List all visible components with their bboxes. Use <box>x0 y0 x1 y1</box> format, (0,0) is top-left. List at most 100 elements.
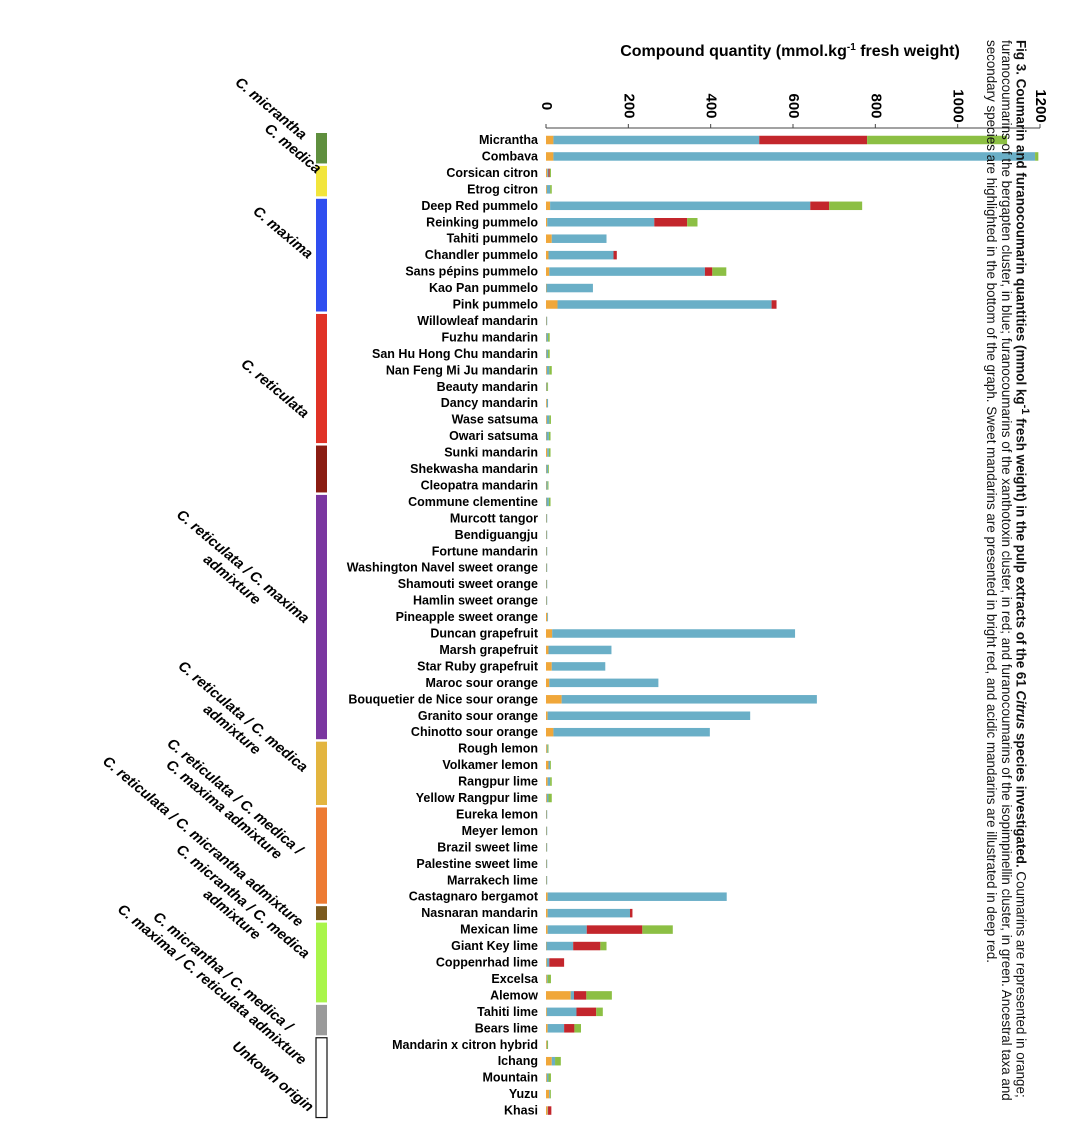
bar-segment <box>546 859 548 869</box>
category-label: Coppenrhad lime <box>436 956 538 970</box>
bar-segment <box>546 1007 577 1017</box>
bar-segment <box>547 1040 549 1049</box>
bar-segment <box>553 152 1036 161</box>
bar-segment <box>553 727 710 737</box>
bar-segment <box>546 234 552 243</box>
bar-segment <box>561 695 817 704</box>
x-axis-title: Compound quantity (mmol.kg-1 fresh weigh… <box>620 42 960 60</box>
group-label: C. maxima <box>250 203 316 262</box>
bar-segment <box>546 1089 550 1099</box>
bar-segment <box>546 464 547 474</box>
bar-segment <box>548 464 549 474</box>
category-label: Murcott tangor <box>450 511 538 525</box>
bar-segment <box>546 168 548 178</box>
category-label: Shekwasha mandarin <box>410 462 538 476</box>
caption-italic: Citrus <box>1013 690 1029 730</box>
category-label: Excelsa <box>491 972 539 986</box>
bar-segment <box>546 185 551 194</box>
bar-segment <box>553 135 760 145</box>
category-label: Volkamer lemon <box>442 758 538 772</box>
caption-title-3: species investigated. <box>1013 729 1029 868</box>
category-label: Alemow <box>490 988 538 1002</box>
category-label: Combava <box>482 149 539 163</box>
group-label-line: C. reticulata <box>238 356 312 422</box>
bar-segment <box>548 168 550 178</box>
category-label: Sunki mandarin <box>444 446 538 460</box>
category-label: Ichang <box>498 1054 538 1068</box>
category-label: Mountain <box>482 1071 538 1085</box>
bar-segment <box>546 283 593 293</box>
x-tick-label: 1000 <box>950 89 967 122</box>
bar-segment <box>547 908 630 918</box>
bar-segment <box>570 991 574 1000</box>
category-label: Duncan grapefruit <box>430 627 538 641</box>
bar-segment <box>546 892 548 901</box>
bar-segment <box>547 382 549 391</box>
bar-segment <box>546 547 547 556</box>
bar-segment <box>551 234 607 243</box>
category-label: Reinking pummelo <box>426 215 538 229</box>
group-label: C. reticulata / C. maximaadmixture <box>162 507 312 640</box>
bar-segment <box>546 464 549 474</box>
bar-segment <box>547 168 549 178</box>
bar-segment <box>547 448 549 457</box>
bar-segment <box>546 596 547 605</box>
bar-segment <box>771 300 777 309</box>
category-label: Nan Feng Mi Ju mandarin <box>386 363 538 377</box>
bar-segment <box>546 876 548 885</box>
category-label: Castagnaro bergamot <box>409 890 539 904</box>
figure-caption: Fig 3. Coumarin and furanocoumarin quant… <box>984 40 1032 1120</box>
bar-segment <box>704 267 713 276</box>
bar-segment <box>550 201 811 211</box>
group-bar <box>316 313 327 444</box>
category-label: Willowleaf mandarin <box>417 314 538 328</box>
bar-segment <box>546 810 548 819</box>
category-label: Bendiguangju <box>455 528 538 542</box>
bar-segment <box>867 135 1008 145</box>
bar-segment <box>546 185 547 194</box>
bar-segment <box>546 563 547 572</box>
bar-segment <box>546 662 552 671</box>
category-label: Granito sour orange <box>418 709 538 723</box>
bar-segment <box>712 267 727 276</box>
category-label: Pineapple sweet orange <box>396 610 538 624</box>
category-label: Corsican citron <box>446 166 538 180</box>
bar-segment <box>546 974 547 984</box>
category-label: Palestine sweet lime <box>416 857 538 871</box>
bar-segment <box>550 760 551 770</box>
x-tick-label: 600 <box>785 93 802 118</box>
bar-segment <box>546 629 553 638</box>
bar-segment <box>552 629 796 638</box>
bar-segment <box>548 250 614 260</box>
bar-segment <box>546 826 548 836</box>
bar-segment <box>546 250 549 260</box>
category-label: Micrantha <box>479 133 539 147</box>
category-label: Tahiti pummelo <box>447 232 539 246</box>
bar-segment <box>546 579 547 589</box>
x-tick-label: 400 <box>703 93 720 118</box>
category-label: Yuzu <box>509 1087 538 1101</box>
bar-segment <box>546 1073 549 1082</box>
bar-segment <box>642 925 673 934</box>
bar-segment <box>829 201 863 211</box>
group-bar <box>316 1004 327 1036</box>
bar-segment <box>546 415 550 424</box>
bar-segment <box>548 1106 552 1115</box>
bar-segment <box>549 267 705 276</box>
bar-segment <box>546 777 548 786</box>
bar-segment <box>546 152 554 161</box>
bar-segment <box>548 645 612 655</box>
bar-segment <box>546 744 547 753</box>
group-bar <box>316 906 327 921</box>
category-label: Yellow Rangpur lime <box>416 791 538 805</box>
bar-segment <box>546 497 549 507</box>
category-label: Washington Navel sweet orange <box>347 561 538 575</box>
group-bar <box>316 807 327 904</box>
bar-segment <box>546 398 547 408</box>
category-label: Bears lime <box>475 1021 538 1035</box>
bar-segment <box>546 1056 552 1066</box>
bar-segment <box>549 678 659 688</box>
group-label-line: C. maxima <box>250 203 316 262</box>
